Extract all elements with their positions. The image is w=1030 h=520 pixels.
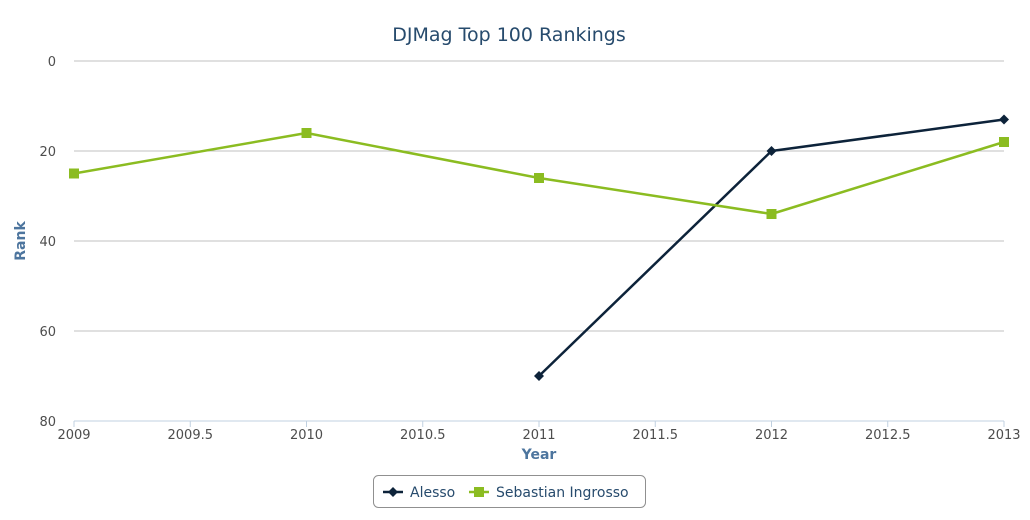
legend-item-alesso[interactable]: Alesso [383,485,455,501]
x-axis-title: Year [521,447,557,463]
y-tick-label: 20 [39,145,56,160]
y-axis-title: Rank [13,221,29,261]
series-alesso [534,114,1009,381]
y-tick-label: 0 [48,55,56,70]
legend-item-sebastian-ingrosso[interactable]: Sebastian Ingrosso [469,485,629,501]
legend-box [373,475,646,508]
x-tick-label: 2011.5 [633,428,679,443]
data-point[interactable] [999,137,1009,147]
series-line [538,118,1005,377]
x-tick-label: 2012.5 [865,428,911,443]
data-point[interactable] [301,128,312,138]
series-sebastian-ingrosso [69,128,1009,219]
x-tick-label: 2009.5 [168,428,214,443]
y-tick-label: 60 [39,325,56,340]
grid-lines [74,60,1004,422]
y-tick-label: 80 [39,415,56,430]
data-point[interactable] [534,371,544,381]
y-tick-label: 40 [39,235,56,250]
data-point[interactable] [69,168,79,179]
y-axis-ticks: 0 20 40 60 80 [39,55,56,430]
data-point[interactable] [999,114,1009,125]
x-axis-ticks: 2009 2009.5 2010 2010.5 2011 2011.5 2012 2012.5… [57,421,1021,443]
x-tick-label: 2010 [290,428,323,443]
series-layer [69,114,1009,381]
legend-label: Sebastian Ingrosso [496,485,629,501]
data-point[interactable] [766,209,777,219]
x-tick-label: 2012 [755,428,788,443]
x-tick-label: 2010.5 [400,428,446,443]
legend-marker[interactable] [474,487,484,497]
legend: Alesso Sebastian Ingrosso [373,475,646,508]
chart-title: DJMag Top 100 Rankings [392,24,626,46]
x-tick-label: 2013 [987,428,1020,443]
x-tick-label: 2009 [57,428,90,443]
data-point[interactable] [766,146,777,156]
x-tick-label: 2011 [522,428,555,443]
legend-label: Alesso [410,485,455,501]
legend-marker[interactable] [388,487,398,497]
data-point[interactable] [534,173,544,183]
